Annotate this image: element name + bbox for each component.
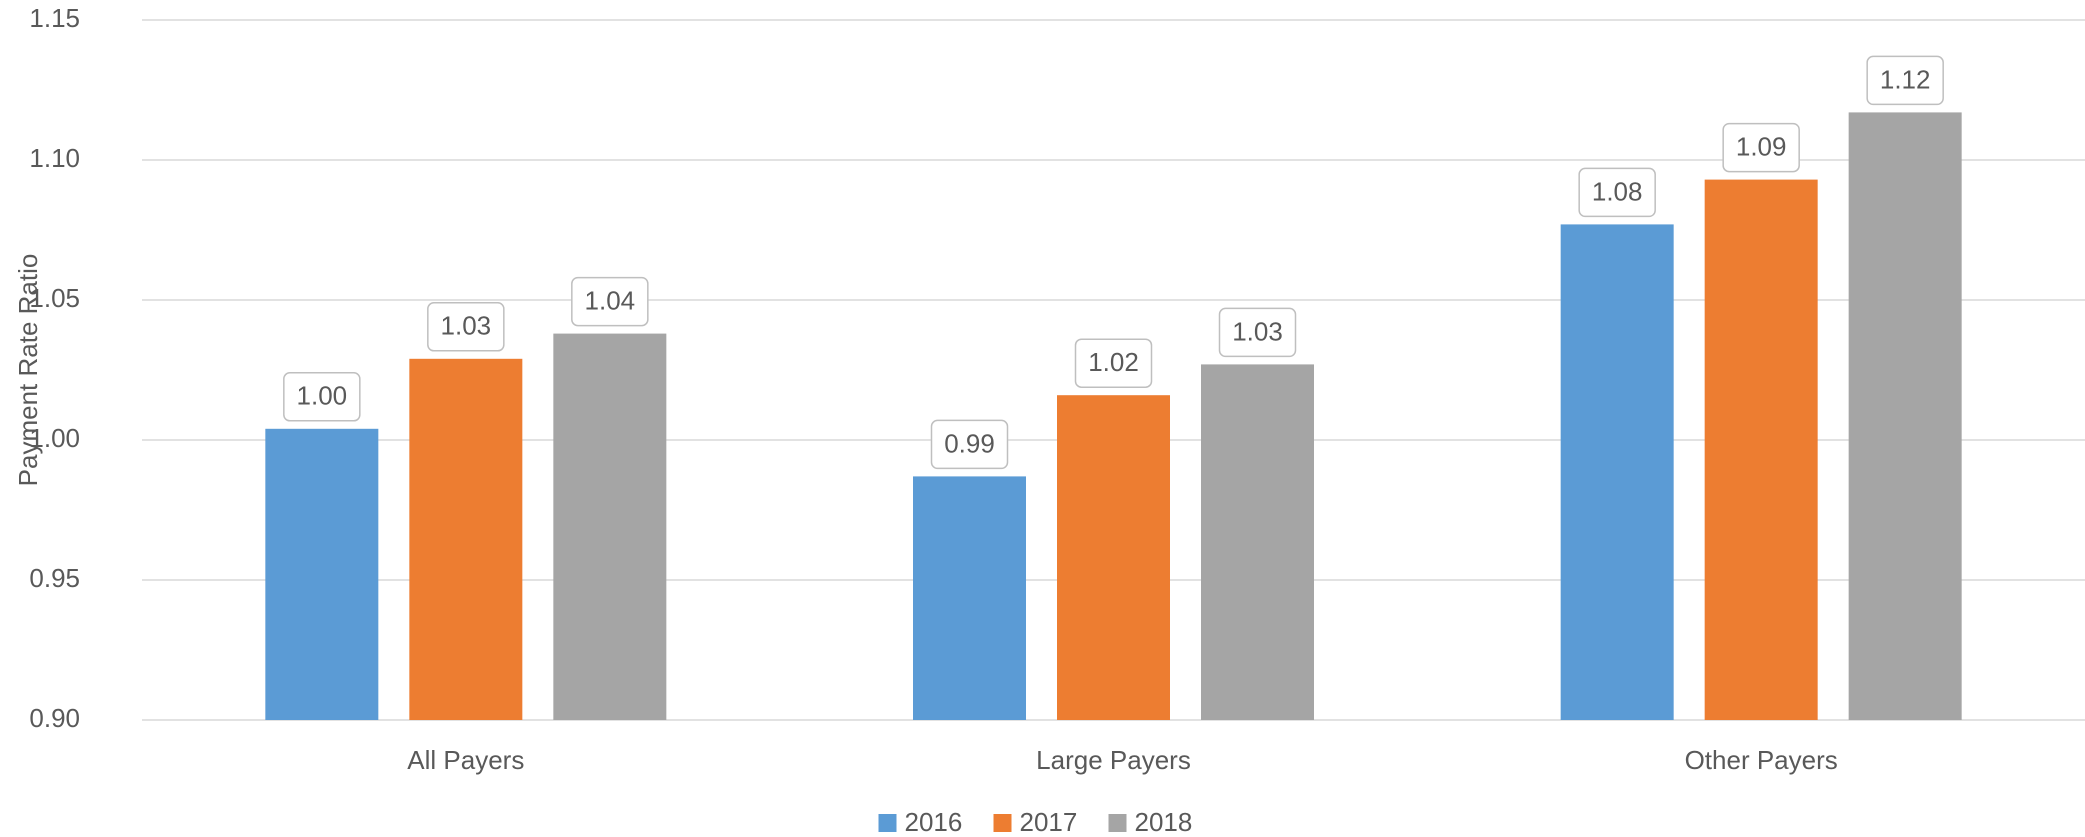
data-label-box — [1578, 167, 1656, 218]
data-label-box — [1074, 338, 1153, 388]
data-label: 0.99 — [944, 428, 995, 458]
data-label-box — [1722, 122, 1800, 173]
data-label: 1.03 — [441, 311, 492, 341]
bar — [553, 333, 667, 720]
legend-swatch — [993, 814, 1012, 832]
bar — [1704, 179, 1818, 721]
legend-swatch — [878, 814, 897, 832]
data-label-box — [930, 419, 1009, 470]
data-label-box — [1866, 55, 1944, 106]
legend-swatch — [1108, 814, 1127, 832]
bar — [913, 476, 1026, 720]
data-label: 1.00 — [297, 381, 348, 411]
data-label: 1.02 — [1088, 347, 1139, 377]
legend-label: 2016 — [905, 807, 963, 837]
data-label: 1.12 — [1880, 64, 1931, 94]
y-tick-label: 1.05 — [29, 283, 80, 313]
data-label: 1.04 — [585, 285, 636, 315]
data-label-box — [1218, 307, 1297, 358]
y-tick-label: 1.10 — [29, 143, 80, 173]
legend-label: 2018 — [1135, 807, 1193, 837]
x-tick-label: Large Payers — [1036, 745, 1191, 775]
y-axis-label: Payment Rate Ratio — [13, 254, 43, 487]
bar — [409, 358, 523, 720]
bar — [1201, 364, 1314, 720]
x-tick-label: All Payers — [407, 745, 524, 775]
bar — [265, 428, 379, 720]
bar — [1560, 224, 1674, 720]
data-label-box — [283, 372, 361, 422]
data-label: 1.08 — [1592, 176, 1643, 206]
legend-label: 2017 — [1020, 807, 1078, 837]
data-label: 1.03 — [1232, 316, 1283, 346]
y-tick-label: 1.00 — [29, 423, 80, 453]
y-tick-label: 0.95 — [29, 563, 80, 593]
bar — [1057, 395, 1170, 720]
data-label: 1.09 — [1736, 131, 1787, 161]
data-label-box — [427, 302, 505, 352]
bar — [1848, 112, 1962, 720]
x-tick-label: Other Payers — [1685, 745, 1838, 775]
y-tick-label: 0.90 — [29, 703, 80, 733]
data-label-box — [571, 276, 649, 327]
y-tick-label: 1.15 — [29, 3, 80, 33]
